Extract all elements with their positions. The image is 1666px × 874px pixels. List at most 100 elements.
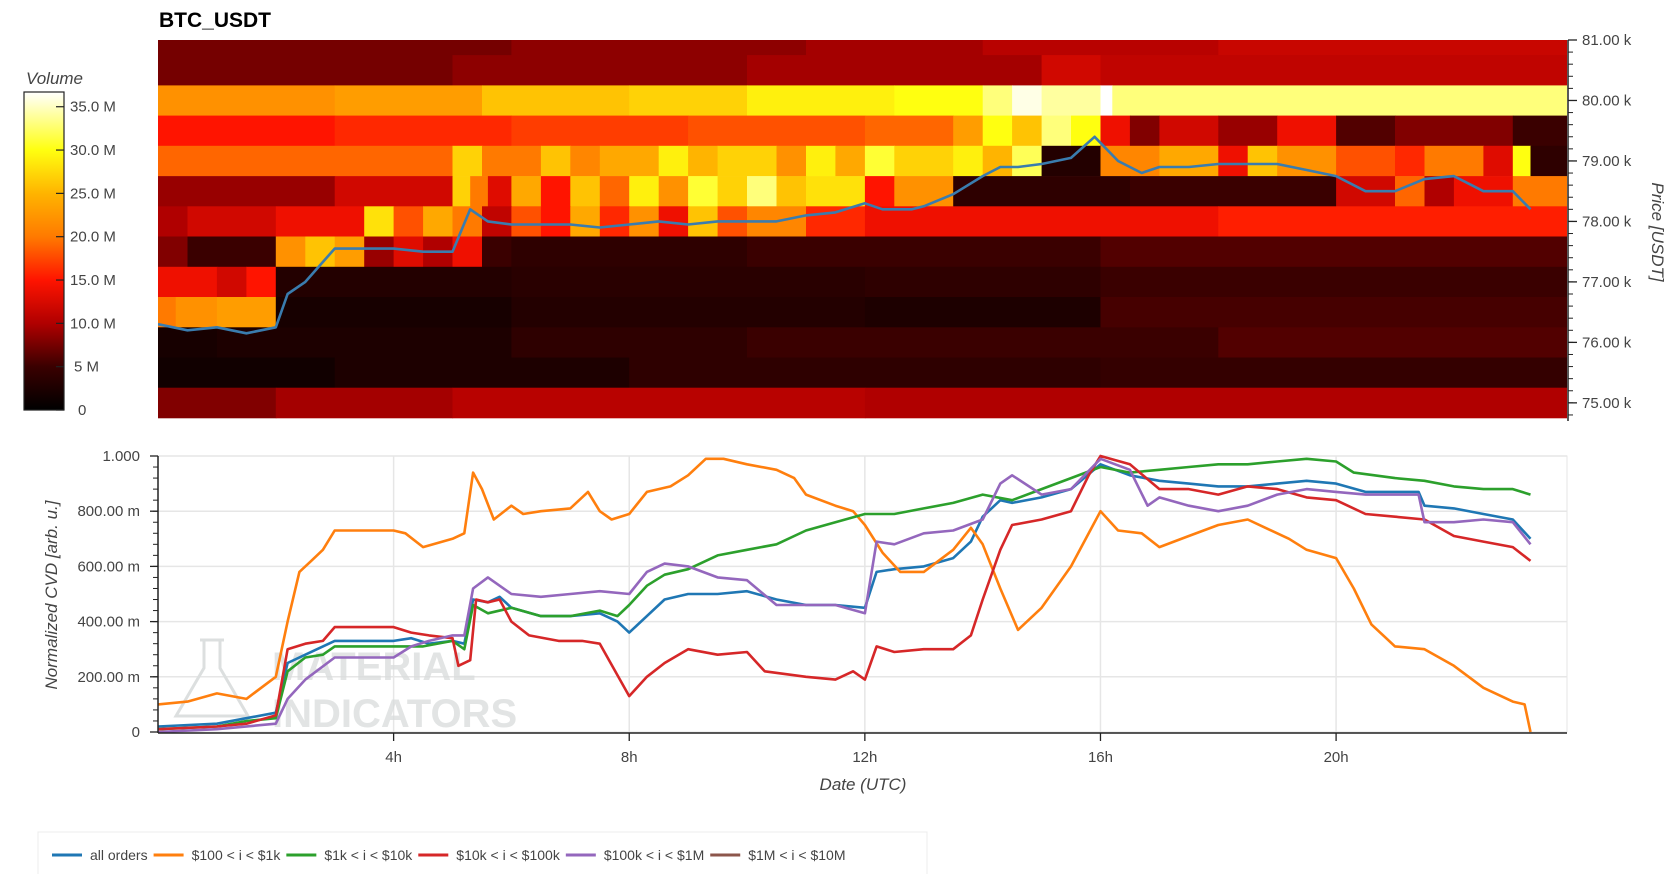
legend-item-label: $10k < i < $100k	[456, 847, 561, 863]
legend-item-label: $1M < i < $10M	[748, 847, 845, 863]
heatmap-cell	[1100, 115, 1131, 147]
price-tick-label: 78.00 k	[1582, 213, 1632, 230]
cvd-x-tick-label: 4h	[385, 749, 402, 766]
heatmap-cell	[511, 206, 542, 237]
heatmap-cell	[1129, 176, 1337, 207]
cvd-y-tick-label: 0	[132, 724, 140, 741]
heatmap-cell	[158, 206, 189, 237]
cvd-series-line	[158, 454, 1532, 731]
heatmap-cell	[540, 176, 571, 207]
heatmap-cell	[452, 145, 483, 177]
heatmap-cell	[275, 297, 512, 328]
heatmap-cell	[806, 176, 866, 207]
heatmap-cell	[158, 115, 336, 147]
heatmap-cell	[599, 176, 630, 207]
cvd-y-axis-label: Normalized CVD [arb. u.]	[42, 499, 61, 689]
heatmap-cell	[1041, 85, 1102, 116]
heatmap-cell	[864, 176, 895, 207]
cvd-y-tick-label: 800.00 m	[77, 503, 140, 520]
heatmap-cell	[599, 206, 630, 237]
heatmap-cell	[334, 115, 512, 147]
heatmap-cell	[570, 206, 601, 237]
heatmap-cell	[688, 115, 866, 147]
heatmap-cell	[187, 206, 277, 237]
heatmap-cell	[275, 387, 454, 419]
heatmap-cell	[1336, 115, 1396, 147]
heatmap-cell	[864, 145, 895, 177]
heatmap-cell	[894, 176, 954, 207]
heatmap-cell	[1512, 115, 1567, 147]
heatmap-cell	[452, 206, 483, 237]
price-tick-label: 81.00 k	[1582, 32, 1632, 49]
heatmap-cell	[1100, 297, 1567, 328]
colorbar-tick-label: 5 M	[74, 359, 99, 376]
heatmap-cell	[275, 236, 306, 268]
heatmap-cell	[511, 236, 748, 268]
heatmap-cell	[158, 145, 454, 177]
heatmap-cell	[511, 297, 866, 328]
cvd-plot: MATERIAL INDICATORS 0 200.00 m 400.00 m 600…	[42, 448, 1568, 794]
heatmap-cell	[864, 266, 1102, 298]
heatmap-cell	[364, 206, 395, 237]
heatmap-cell	[570, 145, 601, 177]
heatmap-cell	[1041, 55, 1102, 86]
heatmap-cell	[216, 297, 277, 328]
cvd-x-axis-label: Date (UTC)	[820, 775, 907, 794]
heatmap-cell	[334, 236, 365, 268]
heatmap-cell	[216, 266, 247, 298]
cvd-x-tick-label: 20h	[1324, 749, 1349, 766]
legend-item-label: $1k < i < $10k	[324, 847, 413, 863]
colorbar-tick-label: 10.0 M	[70, 315, 116, 332]
heatmap-cell	[835, 145, 866, 177]
heatmap-cell	[864, 387, 1567, 419]
heatmap-cell	[658, 176, 689, 207]
heatmap-cell	[1218, 115, 1278, 147]
heatmap-cell	[334, 85, 483, 116]
heatmap-cell	[1012, 115, 1043, 147]
cvd-y-tick-label: 1.000	[102, 448, 140, 465]
heatmap-cell	[1277, 115, 1337, 147]
heatmap-cell	[158, 357, 336, 389]
colorbar-tick-label: 20.0 M	[70, 229, 116, 246]
heatmap-cell	[1041, 115, 1072, 147]
heatmap-cell	[1277, 145, 1337, 177]
heatmap-cell	[864, 297, 1102, 328]
heatmap-cell	[629, 85, 748, 116]
heatmap-cell	[158, 266, 218, 298]
heatmap-cell	[982, 85, 1013, 116]
colorbar-tick-label: 30.0 M	[70, 142, 116, 159]
heatmap-cell	[158, 327, 218, 358]
heatmap-cell	[1112, 85, 1567, 116]
price-tick-label: 77.00 k	[1582, 274, 1632, 291]
colorbar: Volume 0 5 M 10.0 M 15.0 M 20.0 M 25.0 M 30.0 …	[23, 69, 116, 419]
heatmap-cell	[570, 176, 601, 207]
heatmap-cell	[864, 206, 925, 237]
legend: all orders $100 < i < $1k $1k < i < $10k $1…	[37, 831, 928, 874]
colorbar-gradient	[23, 91, 65, 411]
heatmap-cell	[1100, 85, 1113, 116]
heatmap-cell	[1218, 40, 1567, 56]
heatmap-cell	[452, 55, 748, 86]
heatmap-cell	[1424, 145, 1484, 177]
heatmap-cell	[747, 176, 778, 207]
price-tick-label: 80.00 k	[1582, 92, 1632, 109]
heatmap-cell	[511, 176, 542, 207]
heatmap-cell	[1424, 176, 1455, 207]
heatmap-cell	[364, 236, 395, 268]
legend-item-label: all orders	[90, 847, 148, 863]
heatmap-cell	[393, 206, 424, 237]
heatmap-cell	[482, 145, 542, 177]
heatmap-cell	[158, 55, 454, 86]
heatmap-cell	[1159, 145, 1219, 177]
heatmap-cell	[275, 266, 512, 298]
heatmap-cell	[1483, 145, 1514, 177]
colorbar-tick-label: 25.0 M	[70, 185, 116, 202]
cvd-plot-area	[157, 455, 1568, 733]
heatmap-cell	[806, 40, 984, 56]
heatmap-cell	[953, 176, 1131, 207]
legend-box	[37, 831, 928, 874]
legend-item-label: $100 < i < $1k	[192, 847, 282, 863]
heatmap-cell	[717, 176, 748, 207]
watermark-line-2: INDICATORS	[272, 692, 517, 736]
